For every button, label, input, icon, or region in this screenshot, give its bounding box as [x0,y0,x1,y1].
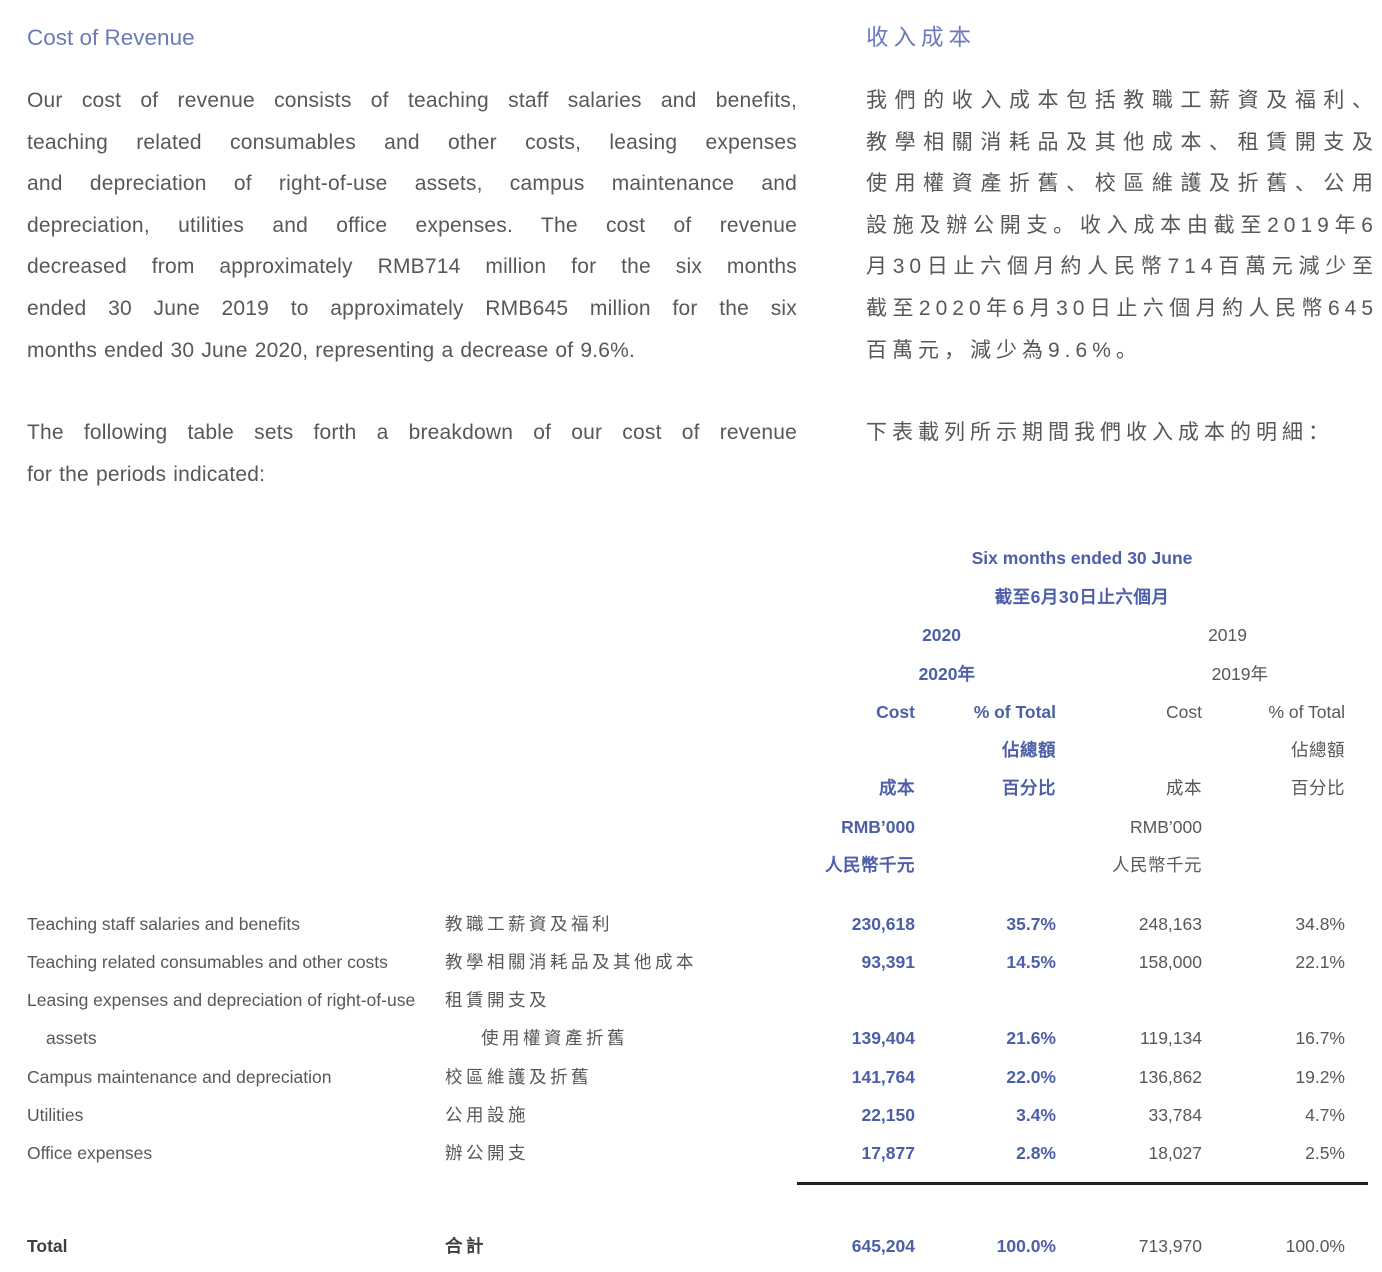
total-label-en: Total [27,1236,68,1256]
row-label-en: assets [46,1028,97,1048]
col-header-cost-zh-2020: 成本 [879,778,915,798]
row-label-en: Office expenses [27,1143,153,1163]
pct-2019-value: 19.2% [1295,1067,1345,1087]
section-title-zh: 收入成本 [866,24,977,50]
row-label-zh: 租賃開支及 [445,990,550,1010]
col-header-pct-zh2-2020: 百分比 [1002,778,1056,798]
table-period-header-zh: 截至6月30日止六個月 [994,587,1170,607]
cost-2019-value: 119,134 [1140,1028,1202,1048]
cost-2020-value: 93,391 [861,952,915,972]
row-label-zh: 校區維護及折舊 [445,1067,592,1087]
pct-2019-value: 34.8% [1295,914,1345,934]
pct-2020-value: 35.7% [1006,914,1056,934]
row-label-en: Leasing expenses and depreciation of rig… [27,990,416,1010]
col-header-pct-zh2-2019: 百分比 [1291,778,1345,798]
table-row: Teaching staff salaries and benefits 教職工… [0,912,1382,936]
table-row: assets 使用權資產折舊 139,404 21.6% 119,134 16.… [0,1026,1382,1050]
cost-2020-value: 141,764 [851,1067,915,1087]
col-header-pct-2020: % of Total [973,702,1056,722]
col-header-cost-2019: Cost [1166,702,1202,722]
cost-2019-value: 158,000 [1138,952,1202,972]
pct-2019-value: 4.7% [1305,1105,1345,1125]
cost-2019-value: 136,862 [1138,1067,1202,1087]
row-label-en: Campus maintenance and depreciation [27,1067,332,1087]
table-total-row: Total 合計 645,204 100.0% 713,970 100.0% [0,1234,1382,1258]
pct-2019-value: 16.7% [1295,1028,1345,1048]
pct-2020-value: 3.4% [1016,1105,1056,1125]
cost-2020-value: 139,404 [851,1028,915,1048]
row-label-en: Utilities [27,1105,84,1125]
row-label-en: Teaching staff salaries and benefits [27,914,301,934]
section-title-en: Cost of Revenue [27,24,195,50]
table-total-rule [797,1182,1368,1185]
cost-2020-value: 230,618 [851,914,915,934]
paragraph-2-en: The following table sets forth a breakdo… [27,421,797,486]
paragraph-1-en: Our cost of revenue consists of teaching… [27,89,797,362]
unit-header-zh-2019: 人民幣千元 [1112,855,1202,875]
year-header-2020-en: 2020 [922,625,961,645]
pct-2020-value: 21.6% [1006,1028,1056,1048]
paragraph-2-zh: 下表載列所示期間我們收入成本的明細： [866,421,1334,444]
col-header-cost-zh-2019: 成本 [1166,778,1202,798]
total-label-zh: 合計 [445,1236,487,1256]
cost-2020-value: 17,877 [861,1143,915,1163]
pct-2020-value: 22.0% [1006,1067,1056,1087]
total-cost-2020-value: 645,204 [851,1236,915,1256]
unit-header-2019: RMB’000 [1130,817,1202,837]
table-row: Leasing expenses and depreciation of rig… [0,988,1382,1012]
pct-2020-value: 2.8% [1016,1143,1056,1163]
col-header-pct-zh1-2019: 佔總額 [1291,740,1345,760]
row-label-zh: 使用權資產折舊 [481,1028,628,1048]
pct-2020-value: 14.5% [1006,952,1056,972]
total-pct-2020-value: 100.0% [996,1236,1056,1256]
table-row: Teaching related consumables and other c… [0,950,1382,974]
unit-header-2020: RMB’000 [841,817,915,837]
cost-2019-value: 248,163 [1138,914,1202,934]
row-label-zh: 教職工薪資及福利 [445,914,613,934]
unit-header-zh-2020: 人民幣千元 [825,855,915,875]
col-header-cost-2020: Cost [876,702,915,722]
total-pct-2019-value: 100.0% [1285,1236,1345,1256]
pct-2019-value: 2.5% [1305,1143,1345,1163]
cost-2019-value: 18,027 [1148,1143,1202,1163]
paragraph-1-zh: 我們的收入成本包括教職工薪資及福利、 教學相關消耗品及其他成本、租賃開支及 使用權資… [866,89,1378,362]
row-label-en: Teaching related consumables and other c… [27,952,388,972]
row-label-zh: 公用設施 [445,1105,529,1125]
total-cost-2019-value: 713,970 [1138,1236,1202,1256]
row-label-zh: 辦公開支 [445,1143,529,1163]
cost-2020-value: 22,150 [861,1105,915,1125]
table-row: Office expenses 辦公開支 17,877 2.8% 18,027 … [0,1141,1382,1165]
year-header-2019-en: 2019 [1208,625,1247,645]
table-row: Campus maintenance and depreciation 校區維護… [0,1065,1382,1089]
cost-2019-value: 33,784 [1148,1105,1202,1125]
year-header-2020-zh: 2020年 [918,664,975,684]
year-header-2019-zh: 2019年 [1211,664,1268,684]
col-header-pct-2019: % of Total [1268,702,1345,722]
table-row: Utilities 公用設施 22,150 3.4% 33,784 4.7% [0,1103,1382,1127]
col-header-pct-zh1-2020: 佔總額 [1002,740,1056,760]
row-label-zh: 教學相關消耗品及其他成本 [445,952,697,972]
pct-2019-value: 22.1% [1295,952,1345,972]
table-period-header-en: Six months ended 30 June [971,548,1193,568]
